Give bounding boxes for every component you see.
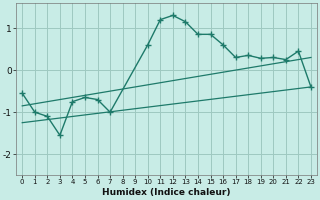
X-axis label: Humidex (Indice chaleur): Humidex (Indice chaleur) <box>102 188 231 197</box>
